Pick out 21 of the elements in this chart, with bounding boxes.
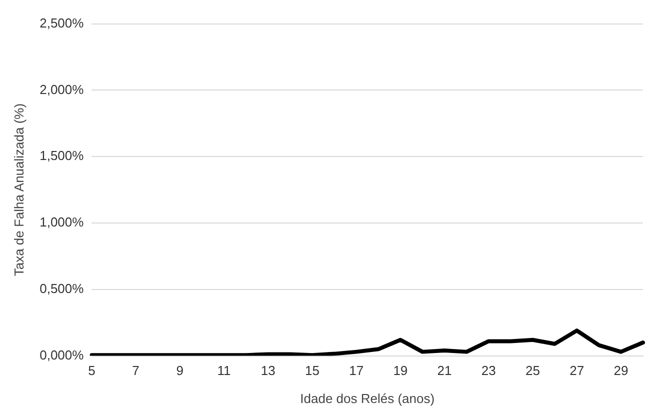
y-tick-label: 0,500% bbox=[40, 280, 84, 296]
x-tick-label: 21 bbox=[437, 363, 452, 378]
x-tick-label: 11 bbox=[217, 363, 231, 378]
x-tick-label: 13 bbox=[260, 363, 276, 378]
y-tick-label: 2,500% bbox=[40, 15, 84, 30]
x-tick-label: 19 bbox=[393, 363, 408, 378]
x-tick-label: 9 bbox=[176, 363, 184, 378]
x-tick-label: 5 bbox=[88, 363, 96, 378]
x-tick-label: 17 bbox=[349, 363, 364, 378]
y-tick-label: 0,000% bbox=[40, 347, 84, 362]
y-tick-label: 1,000% bbox=[40, 214, 84, 230]
y-tick-label: 1,500% bbox=[40, 148, 84, 164]
x-tick-label: 23 bbox=[481, 363, 496, 378]
x-tick-label: 7 bbox=[132, 363, 140, 378]
x-tick-label: 27 bbox=[570, 363, 584, 378]
x-tick-label: 25 bbox=[526, 363, 540, 378]
x-tick-label: 15 bbox=[304, 363, 320, 378]
x-axis-title: Idade dos Relés (anos) bbox=[300, 390, 435, 406]
y-axis-title: Taxa de Falha Anualizada (%) bbox=[11, 103, 26, 276]
x-tick-label: 29 bbox=[614, 363, 628, 378]
y-tick-label: 2,000% bbox=[40, 82, 84, 97]
